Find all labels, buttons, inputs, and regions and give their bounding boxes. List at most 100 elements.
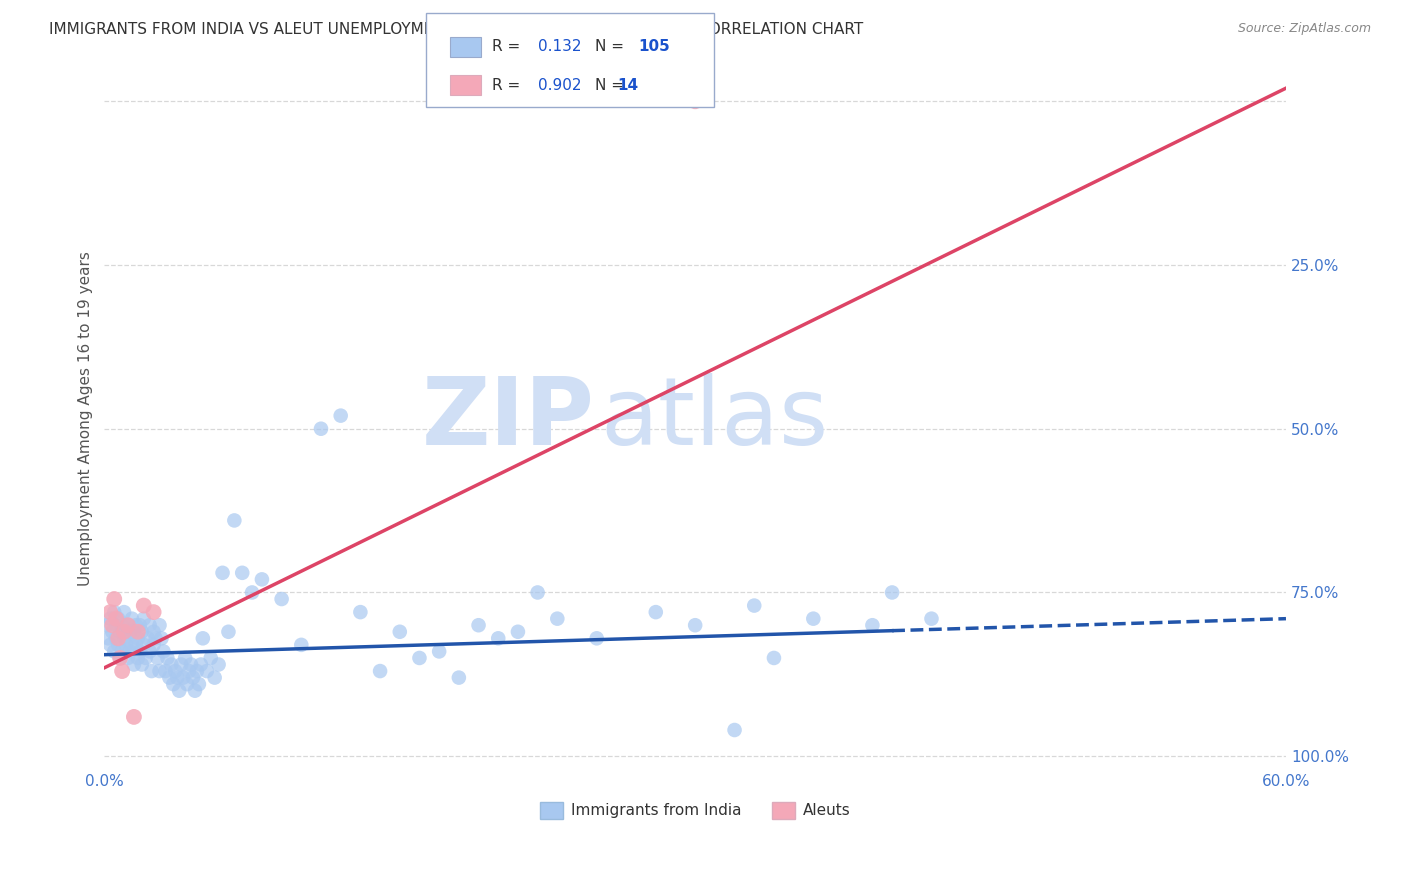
Text: R =: R = xyxy=(492,39,526,54)
Point xyxy=(150,632,173,646)
Point xyxy=(98,605,121,619)
Point xyxy=(142,638,165,652)
Point xyxy=(111,618,134,632)
Point xyxy=(329,409,352,423)
Point xyxy=(146,651,169,665)
Point xyxy=(240,585,263,599)
Point xyxy=(160,657,183,672)
Point xyxy=(181,671,204,685)
Text: IMMIGRANTS FROM INDIA VS ALEUT UNEMPLOYMENT AMONG AGES 16 TO 19 YEARS CORRELATIO: IMMIGRANTS FROM INDIA VS ALEUT UNEMPLOYM… xyxy=(49,22,863,37)
Point xyxy=(467,618,489,632)
Point xyxy=(118,644,141,658)
Point xyxy=(180,657,202,672)
Point xyxy=(115,638,138,652)
Point xyxy=(157,671,180,685)
Point xyxy=(162,677,184,691)
Point xyxy=(177,664,200,678)
Point xyxy=(101,624,124,639)
Point xyxy=(128,644,150,658)
Point xyxy=(250,573,273,587)
Point xyxy=(108,624,131,639)
Point xyxy=(105,618,128,632)
Point xyxy=(166,671,188,685)
Point xyxy=(107,638,129,652)
Point xyxy=(132,599,155,613)
Point xyxy=(172,671,194,685)
Point xyxy=(165,664,187,678)
Point xyxy=(125,618,148,632)
Point xyxy=(107,612,129,626)
Point xyxy=(176,677,198,691)
Point xyxy=(152,644,174,658)
Point xyxy=(105,612,128,626)
Point xyxy=(217,624,239,639)
Point xyxy=(231,566,253,580)
Point xyxy=(427,644,450,658)
Point xyxy=(309,422,332,436)
Point xyxy=(191,632,214,646)
Text: atlas: atlas xyxy=(600,373,830,465)
Point xyxy=(141,664,163,678)
Point xyxy=(184,683,207,698)
Legend: Immigrants from India, Aleuts: Immigrants from India, Aleuts xyxy=(534,796,856,825)
Point xyxy=(138,618,160,632)
Point xyxy=(98,612,121,626)
Point xyxy=(111,644,134,658)
Point xyxy=(101,618,124,632)
Point xyxy=(368,664,391,678)
Point xyxy=(167,683,190,698)
Point xyxy=(138,644,160,658)
Point xyxy=(142,624,165,639)
Point xyxy=(136,632,159,646)
Text: 0.902: 0.902 xyxy=(538,78,582,93)
Y-axis label: Unemployment Among Ages 16 to 19 years: Unemployment Among Ages 16 to 19 years xyxy=(79,252,93,586)
Point xyxy=(132,638,155,652)
Point xyxy=(190,657,212,672)
Point xyxy=(145,632,167,646)
Point xyxy=(506,624,529,639)
Point xyxy=(98,638,121,652)
Point xyxy=(349,605,371,619)
Point xyxy=(128,618,150,632)
Point xyxy=(118,624,141,639)
Point xyxy=(683,95,706,109)
Point xyxy=(195,664,218,678)
Text: ZIP: ZIP xyxy=(422,373,595,465)
Point xyxy=(97,632,120,646)
Point xyxy=(127,651,149,665)
Point xyxy=(723,723,745,737)
Point xyxy=(224,513,246,527)
Point xyxy=(112,605,135,619)
Point xyxy=(486,632,509,646)
Point xyxy=(683,618,706,632)
Point xyxy=(880,585,903,599)
Point xyxy=(447,671,470,685)
Text: 14: 14 xyxy=(617,78,638,93)
Point xyxy=(204,671,226,685)
Point xyxy=(860,618,883,632)
Point xyxy=(801,612,824,626)
Point xyxy=(200,651,222,665)
Point xyxy=(121,638,143,652)
Point xyxy=(187,677,209,691)
Point xyxy=(174,651,197,665)
Point xyxy=(148,618,170,632)
Point xyxy=(270,592,292,607)
Point xyxy=(122,710,145,724)
Text: Source: ZipAtlas.com: Source: ZipAtlas.com xyxy=(1237,22,1371,36)
Point xyxy=(125,638,148,652)
Point xyxy=(388,624,411,639)
Point xyxy=(142,605,165,619)
Point xyxy=(546,612,568,626)
Point xyxy=(585,632,607,646)
Point xyxy=(122,624,145,639)
Point xyxy=(127,624,149,639)
Point xyxy=(742,599,765,613)
Point xyxy=(408,651,430,665)
Point xyxy=(921,612,943,626)
Point xyxy=(127,632,149,646)
Point xyxy=(155,664,177,678)
Point xyxy=(122,657,145,672)
Point xyxy=(111,664,134,678)
Text: N =: N = xyxy=(595,39,628,54)
